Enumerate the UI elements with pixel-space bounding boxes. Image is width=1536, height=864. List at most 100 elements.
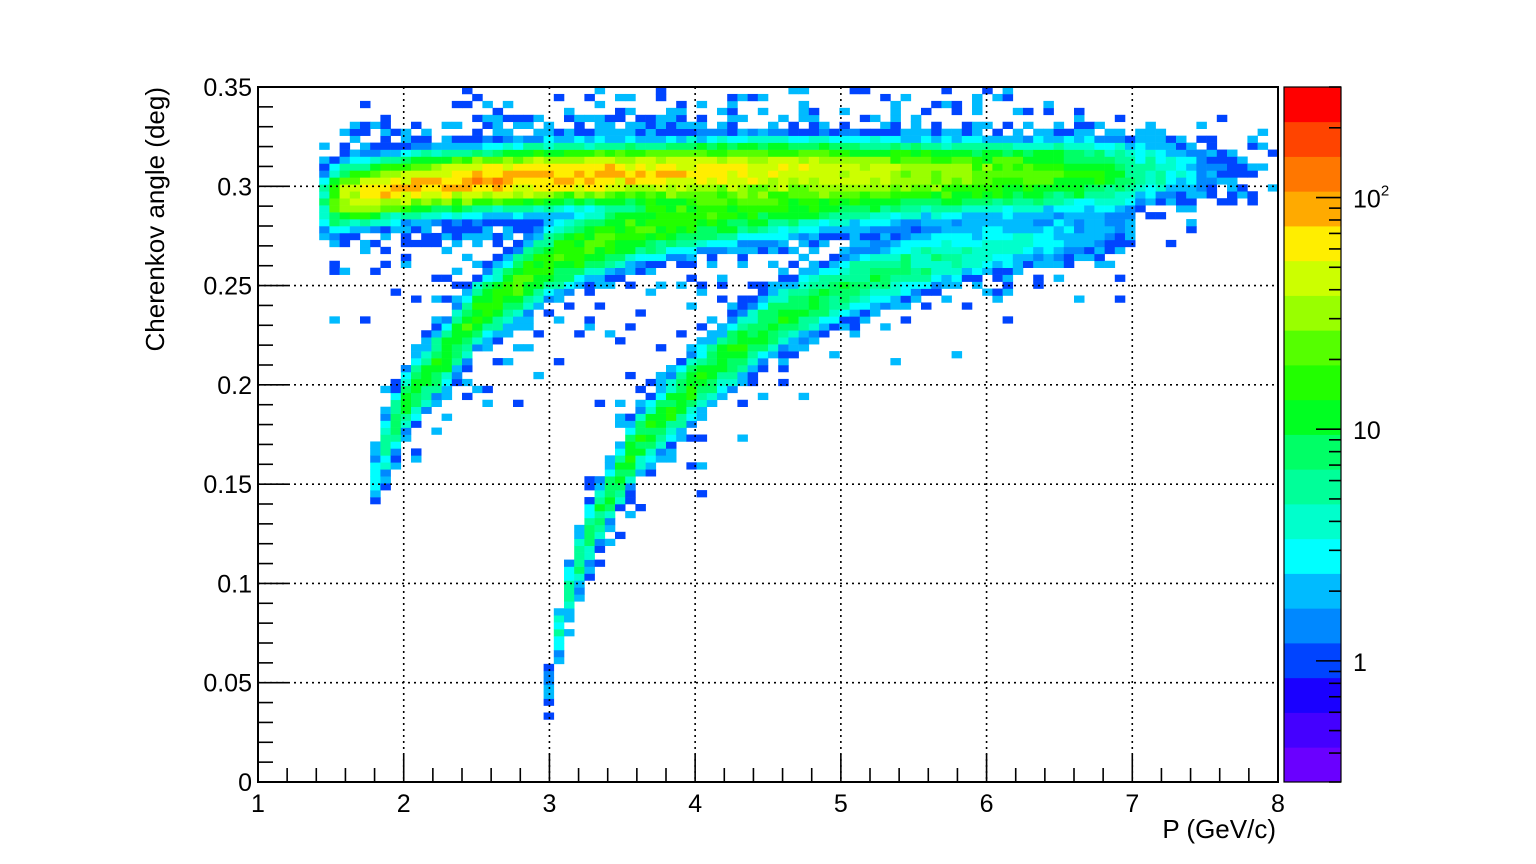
heatmap-bin (859, 212, 871, 220)
heatmap-bin (819, 295, 830, 303)
heatmap-bin (400, 385, 412, 394)
heatmap-bin (696, 413, 708, 421)
heatmap-bin (339, 198, 351, 206)
heatmap-bin (788, 121, 799, 129)
heatmap-bin (1033, 177, 1044, 185)
heatmap-bin (502, 114, 514, 123)
heatmap-bin (788, 212, 799, 220)
heatmap-bin (584, 274, 595, 282)
heatmap-bin (533, 128, 544, 136)
heatmap-bin (737, 302, 748, 310)
heatmap-bin (666, 434, 677, 442)
heatmap-bin (594, 559, 606, 567)
heatmap-bin (676, 163, 687, 171)
heatmap-bin (564, 281, 575, 289)
heatmap-bin (380, 434, 391, 442)
heatmap-bin (696, 365, 708, 373)
heatmap-bin (900, 177, 912, 185)
heatmap-bin (492, 135, 504, 143)
heatmap-bin (921, 107, 932, 116)
heatmap-bin (717, 212, 728, 220)
heatmap-bin (757, 163, 769, 171)
heatmap-bin (1074, 135, 1085, 143)
heatmap-bin (737, 232, 748, 241)
heatmap-bin (462, 344, 473, 352)
heatmap-bin (706, 330, 718, 338)
heatmap-bin (839, 149, 850, 157)
heatmap-bin (400, 253, 412, 262)
heatmap-bin (768, 260, 779, 268)
heatmap-bin (655, 121, 667, 129)
heatmap-bin (451, 163, 463, 171)
heatmap-bin (808, 177, 820, 185)
heatmap-bin (961, 163, 973, 171)
heatmap-bin (533, 184, 544, 192)
heatmap-bin (910, 260, 922, 268)
heatmap-bin (1063, 156, 1075, 164)
heatmap-bin (431, 295, 442, 303)
heatmap-bin (1176, 170, 1187, 178)
heatmap-bin (849, 219, 861, 227)
heatmap-bin (400, 128, 412, 136)
heatmap-bin (941, 128, 952, 136)
heatmap-bin (788, 344, 799, 352)
heatmap-bin (482, 232, 493, 241)
heatmap-bin (645, 198, 657, 206)
heatmap-bin (360, 170, 371, 178)
heatmap-bin (472, 385, 483, 394)
heatmap-bin (1125, 191, 1136, 199)
heatmap-bin (462, 281, 473, 289)
heatmap-bin (1145, 142, 1156, 150)
heatmap-bin (574, 114, 585, 123)
heatmap-bin (982, 87, 993, 95)
heatmap-bin (431, 177, 442, 185)
heatmap-bin (717, 184, 728, 192)
heatmap-bin (1104, 149, 1116, 157)
heatmap-bin (1063, 135, 1075, 143)
heatmap-bin (737, 170, 748, 178)
heatmap-bin (625, 177, 636, 185)
heatmap-bin (329, 316, 340, 324)
heatmap-bin (1023, 177, 1034, 185)
heatmap-bin (553, 608, 565, 616)
heatmap-bin (1084, 212, 1095, 220)
heatmap-bin (788, 205, 799, 213)
heatmap-bin (492, 156, 504, 164)
heatmap-bin (1043, 149, 1054, 157)
heatmap-bin (543, 212, 555, 220)
heatmap-bin (880, 219, 891, 227)
heatmap-bin (604, 156, 616, 164)
heatmap-bin (502, 260, 514, 268)
heatmap-bin (931, 121, 942, 129)
heatmap-bin (604, 281, 616, 289)
heatmap-bin (829, 253, 840, 262)
heatmap-bin (1012, 128, 1024, 136)
heatmap-bin (615, 212, 626, 220)
heatmap-bin (696, 344, 708, 352)
heatmap-bin (411, 420, 422, 428)
heatmap-bin (584, 504, 595, 512)
heatmap-bin (890, 142, 901, 150)
heatmap-bin (329, 226, 340, 234)
heatmap-bin (1135, 205, 1146, 213)
heatmap-bin (941, 87, 952, 95)
heatmap-bin (523, 267, 534, 275)
heatmap-bin (829, 267, 840, 275)
heatmap-bin (604, 142, 616, 150)
heatmap-bin (645, 246, 657, 255)
heatmap-bin (1063, 198, 1075, 206)
heatmap-bin (360, 212, 371, 220)
heatmap-bin (768, 337, 779, 345)
heatmap-bin (319, 198, 330, 206)
heatmap-bin (339, 267, 351, 275)
heatmap-bin (594, 483, 606, 491)
heatmap-bin (1012, 219, 1024, 227)
heatmap-bin (462, 365, 473, 373)
heatmap-bin (747, 212, 759, 220)
heatmap-bin (900, 226, 912, 234)
heatmap-bin (839, 205, 850, 213)
heatmap-bin (972, 232, 983, 241)
heatmap-bin (492, 149, 504, 157)
heatmap-bin (747, 281, 759, 289)
